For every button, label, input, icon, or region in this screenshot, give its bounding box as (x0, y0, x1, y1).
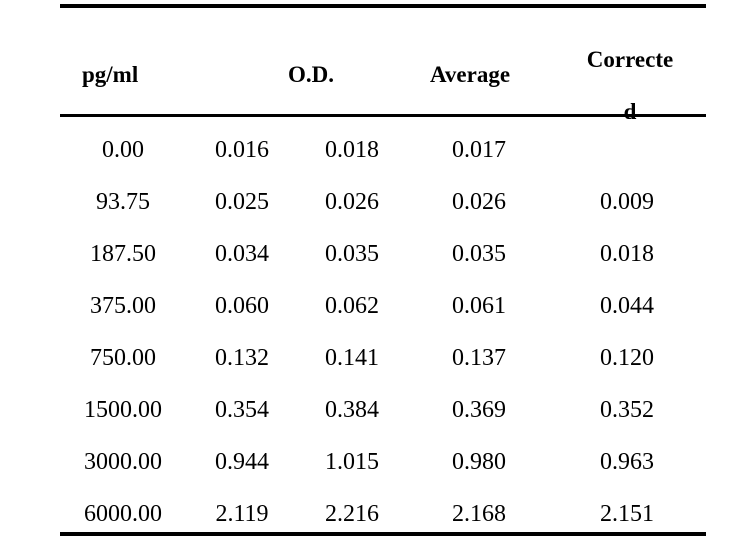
header-corrected-line2: d (623, 99, 637, 124)
table-row: 750.00 0.132 0.141 0.137 0.120 (60, 332, 706, 384)
cell-average: 2.168 (452, 501, 506, 527)
cell-od-1: 0.354 (215, 397, 269, 423)
cell-concentration: 187.50 (90, 241, 156, 267)
cell-average: 0.017 (452, 137, 506, 163)
cell-od-2: 2.216 (325, 501, 379, 527)
cell-average: 0.369 (452, 397, 506, 423)
cell-corrected: 0.044 (600, 293, 654, 319)
cell-od-1: 0.034 (215, 241, 269, 267)
header-od: O.D. (288, 62, 334, 87)
cell-od-2: 0.018 (325, 137, 379, 163)
table-row: 3000.00 0.944 1.015 0.980 0.963 (60, 436, 706, 488)
cell-average: 0.980 (452, 449, 506, 475)
cell-od-2: 0.026 (325, 189, 379, 215)
cell-concentration: 0.00 (102, 137, 144, 163)
table-bottom-rule (60, 532, 706, 536)
cell-average: 0.137 (452, 345, 506, 371)
table-top-rule (60, 4, 706, 8)
header-corrected: Correcte d (560, 34, 700, 138)
cell-od-1: 0.944 (215, 449, 269, 475)
table-row: 187.50 0.034 0.035 0.035 0.018 (60, 228, 706, 280)
table-header: pg/ml O.D. Average Correcte d (60, 8, 706, 124)
cell-concentration: 375.00 (90, 293, 156, 319)
cell-corrected: 0.963 (600, 449, 654, 475)
cell-concentration: 6000.00 (84, 501, 162, 527)
cell-od-2: 0.035 (325, 241, 379, 267)
cell-corrected: 0.018 (600, 241, 654, 267)
cell-od-1: 2.119 (215, 501, 269, 527)
cell-corrected: 0.352 (600, 397, 654, 423)
table-row: 93.75 0.025 0.026 0.026 0.009 (60, 176, 706, 228)
cell-concentration: 3000.00 (84, 449, 162, 475)
cell-od-2: 0.384 (325, 397, 379, 423)
header-average: Average (430, 62, 511, 87)
cell-od-1: 0.132 (215, 345, 269, 371)
table-row: 1500.00 0.354 0.384 0.369 0.352 (60, 384, 706, 436)
header-concentration: pg/ml (82, 62, 139, 87)
header-corrected-line1: Correcte (586, 47, 674, 72)
cell-od-1: 0.016 (215, 137, 269, 163)
cell-corrected: 2.151 (600, 501, 654, 527)
cell-od-2: 0.141 (325, 345, 379, 371)
cell-od-1: 0.060 (215, 293, 269, 319)
cell-average: 0.061 (452, 293, 506, 319)
cell-corrected: 0.009 (600, 189, 654, 215)
cell-od-2: 0.062 (325, 293, 379, 319)
table-row: 0.00 0.016 0.018 0.017 (60, 124, 706, 176)
cell-concentration: 93.75 (96, 189, 150, 215)
table-row: 6000.00 2.119 2.216 2.168 2.151 (60, 488, 706, 540)
standard-curve-table: pg/ml O.D. Average Correcte d 0.00 0.016… (60, 4, 706, 540)
cell-concentration: 1500.00 (84, 397, 162, 423)
table-header-rule (60, 114, 706, 117)
cell-od-1: 0.025 (215, 189, 269, 215)
cell-average: 0.035 (452, 241, 506, 267)
cell-concentration: 750.00 (90, 345, 156, 371)
table-row: 375.00 0.060 0.062 0.061 0.044 (60, 280, 706, 332)
cell-od-2: 1.015 (325, 449, 379, 475)
cell-average: 0.026 (452, 189, 506, 215)
cell-corrected: 0.120 (600, 345, 654, 371)
